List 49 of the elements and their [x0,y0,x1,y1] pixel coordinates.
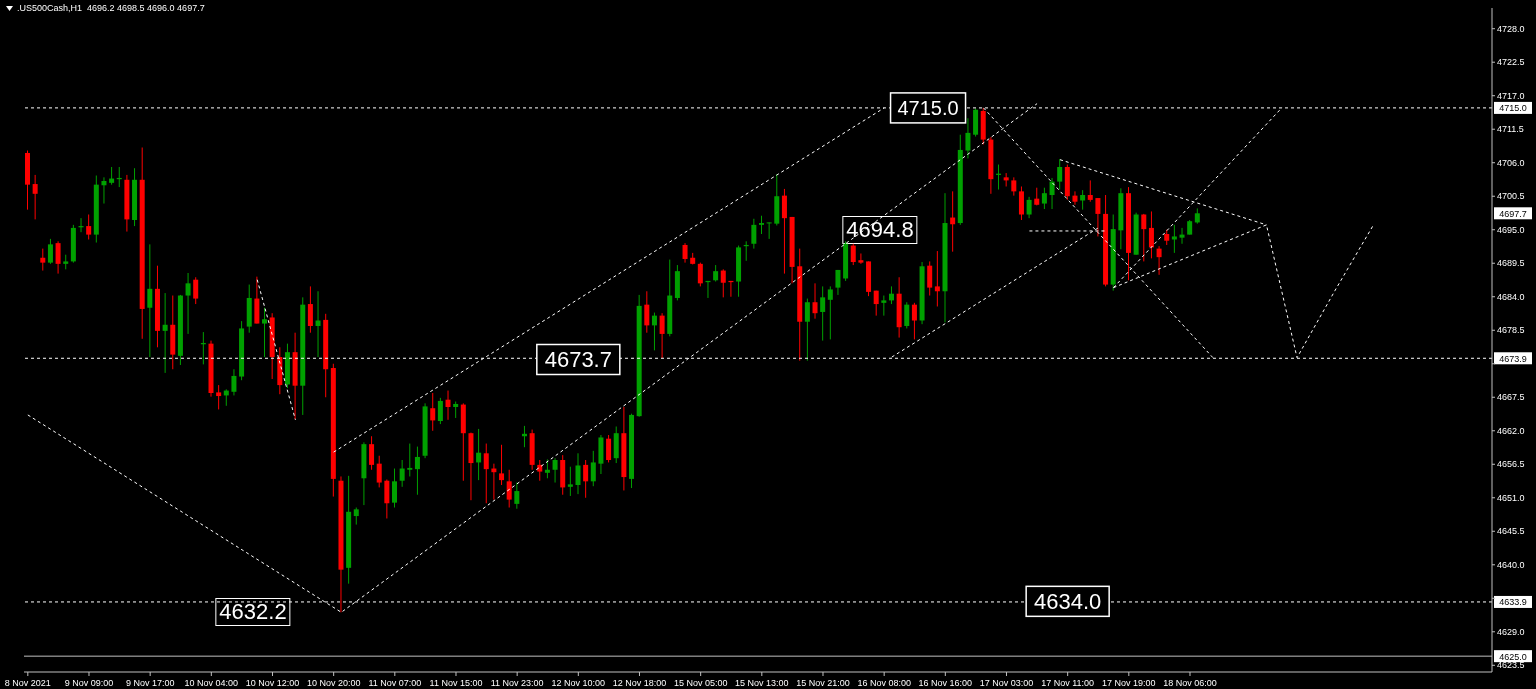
ref-line-label: 4625.0 [1499,651,1527,662]
y-tick-label: 4651.0 [1497,492,1525,503]
x-tick-label: 17 Nov 11:00 [1041,678,1095,688]
annotation: 4694.8 [842,216,918,244]
annotation: 4697.7 [1499,208,1527,219]
ref-line-label: 4673.9 [1499,353,1527,364]
y-tick-label: 4728.0 [1497,23,1525,34]
x-tick-label: 17 Nov 19:00 [1102,678,1156,688]
annotation: 4715.0 [1499,103,1527,114]
x-tick-label: 11 Nov 23:00 [490,678,544,688]
y-tick-label: 4623.5 [1497,660,1525,671]
annotation: 4673.7 [544,347,612,373]
y-tick-label: 4629.0 [1497,626,1525,637]
x-tick-label: 12 Nov 18:00 [612,678,667,688]
y-tick-label: 4706.0 [1497,157,1525,168]
y-tick-label: 4700.5 [1497,191,1525,202]
y-tick-label: 4662.0 [1497,425,1525,436]
ref-line-label: 4715.0 [897,97,959,120]
y-tick-label: 4678.5 [1497,325,1525,336]
y-tick-label: 4722.5 [1497,57,1525,68]
x-tick-label: 10 Nov 20:00 [306,678,361,688]
x-tick-label: 8 Nov 2021 [4,678,51,688]
x-tick-label: 11 Nov 07:00 [368,678,422,688]
x-tick-label: 9 Nov 17:00 [125,678,175,688]
y-tick-label: 4640.0 [1497,559,1525,570]
annotation: 4632.2 [215,598,291,626]
y-tick-label: 4656.5 [1497,459,1525,470]
x-tick-label: 17 Nov 03:00 [979,678,1034,688]
x-tick-label: 18 Nov 06:00 [1163,678,1217,688]
y-tick-label: 4695.0 [1497,224,1525,235]
y-tick-label: 4667.5 [1497,392,1525,403]
y-tick-label: 4711.5 [1497,124,1524,135]
chart-title: .US500Cash,H1 4696.2 4698.5 4696.0 4697.7 [17,3,205,13]
x-tick-label: 9 Nov 09:00 [64,678,114,688]
x-tick-label: 16 Nov 08:00 [857,678,911,688]
y-tick-label: 4689.5 [1497,258,1525,269]
y-tick-label: 4645.5 [1497,526,1525,537]
x-tick-label: 10 Nov 12:00 [245,678,300,688]
x-tick-label: 15 Nov 21:00 [796,678,850,688]
y-tick-label: 4717.0 [1497,90,1525,101]
x-tick-label: 11 Nov 15:00 [429,678,483,688]
x-tick-label: 15 Nov 05:00 [673,678,728,688]
x-tick-label: 16 Nov 16:00 [918,678,973,688]
x-tick-label: 12 Nov 10:00 [551,678,606,688]
x-tick-label: 15 Nov 13:00 [735,678,789,688]
x-tick-label: 10 Nov 04:00 [184,678,239,688]
annotation: 4634.0 [1034,589,1102,615]
y-tick-label: 4684.0 [1497,291,1525,302]
ref-line-label: 4633.9 [1499,597,1527,608]
